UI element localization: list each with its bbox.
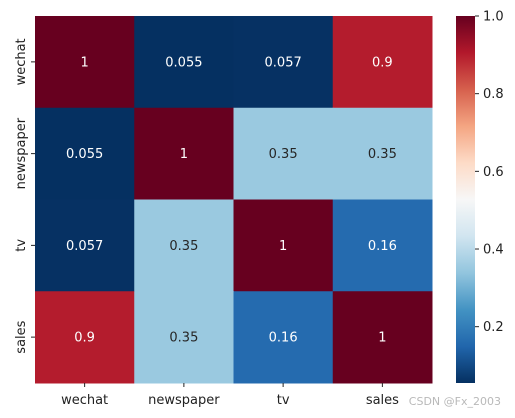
- heatmap-cell: [35, 199, 135, 292]
- y-tick-label: sales: [14, 320, 29, 353]
- heatmap-cell: [233, 291, 334, 384]
- cell-annotation: 0.9: [74, 331, 95, 346]
- watermark: CSDN @Fx_2003: [408, 395, 501, 408]
- cell-annotation: 0.057: [265, 55, 302, 70]
- heatmap-cell: [332, 291, 433, 384]
- heatmap-cell: [233, 16, 334, 109]
- heatmap-cell: [134, 199, 234, 292]
- cell-annotation: 0.35: [269, 147, 298, 162]
- y-tick-label: tv: [14, 239, 29, 252]
- cell-annotation: 0.35: [169, 239, 198, 254]
- x-tick-label: wechat: [61, 393, 108, 408]
- colorbar-tick-label: 0.6: [483, 165, 504, 180]
- cell-annotation: 0.055: [66, 147, 103, 162]
- colorbar-tick-label: 0.4: [483, 243, 504, 258]
- x-tick-label: tv: [277, 393, 290, 408]
- colorbar-ticks: 0.2 0.4 0.6 0.8 1.0: [475, 10, 504, 335]
- colorbar-gradient: [456, 16, 475, 383]
- x-tick-label: sales: [366, 393, 399, 408]
- y-tick-label: wechat: [14, 38, 29, 85]
- cell-annotation: 0.057: [66, 239, 103, 254]
- cell-annotation: 1: [279, 239, 287, 254]
- heatmap-cell: [332, 16, 433, 109]
- heatmap-cell: [134, 16, 234, 109]
- cell-annotation: 1: [378, 331, 386, 346]
- cell-annotation: 1: [80, 55, 88, 70]
- heatmap-cell: [332, 199, 433, 292]
- cell-annotation: 0.35: [169, 331, 198, 346]
- heatmap-cell: [35, 291, 135, 384]
- cell-annotation: 0.16: [368, 239, 397, 254]
- heatmap-cell: [35, 16, 135, 109]
- heatmap-cell: [233, 107, 334, 200]
- cell-annotation: 0.055: [165, 55, 202, 70]
- heatmap-cell: [332, 107, 433, 200]
- heatmap-cell: [134, 107, 234, 200]
- colorbar-tick-label: 0.8: [483, 87, 504, 102]
- heatmap-cell: [35, 107, 135, 200]
- cell-annotation: 0.9: [372, 55, 393, 70]
- cell-annotation: 0.16: [269, 331, 298, 346]
- heatmap-cells: 1 0.055 0.057 0.9 0.055 1 0.35 0.35 0.057 0.35 1 0.…: [35, 16, 433, 384]
- x-tick-labels: wechat newspaper tv sales: [61, 383, 399, 408]
- colorbar-tick-label: 0.2: [483, 320, 504, 335]
- y-tick-label: newspaper: [14, 117, 29, 189]
- colorbar: [456, 16, 475, 383]
- cell-annotation: 0.35: [368, 147, 397, 162]
- y-tick-labels: wechat newspaper tv sales: [14, 38, 35, 354]
- colorbar-tick-label: 1.0: [483, 10, 504, 25]
- heatmap-cell: [233, 199, 334, 292]
- cell-annotation: 1: [180, 147, 188, 162]
- x-tick-label: newspaper: [148, 393, 220, 408]
- heatmap-cell: [134, 291, 234, 384]
